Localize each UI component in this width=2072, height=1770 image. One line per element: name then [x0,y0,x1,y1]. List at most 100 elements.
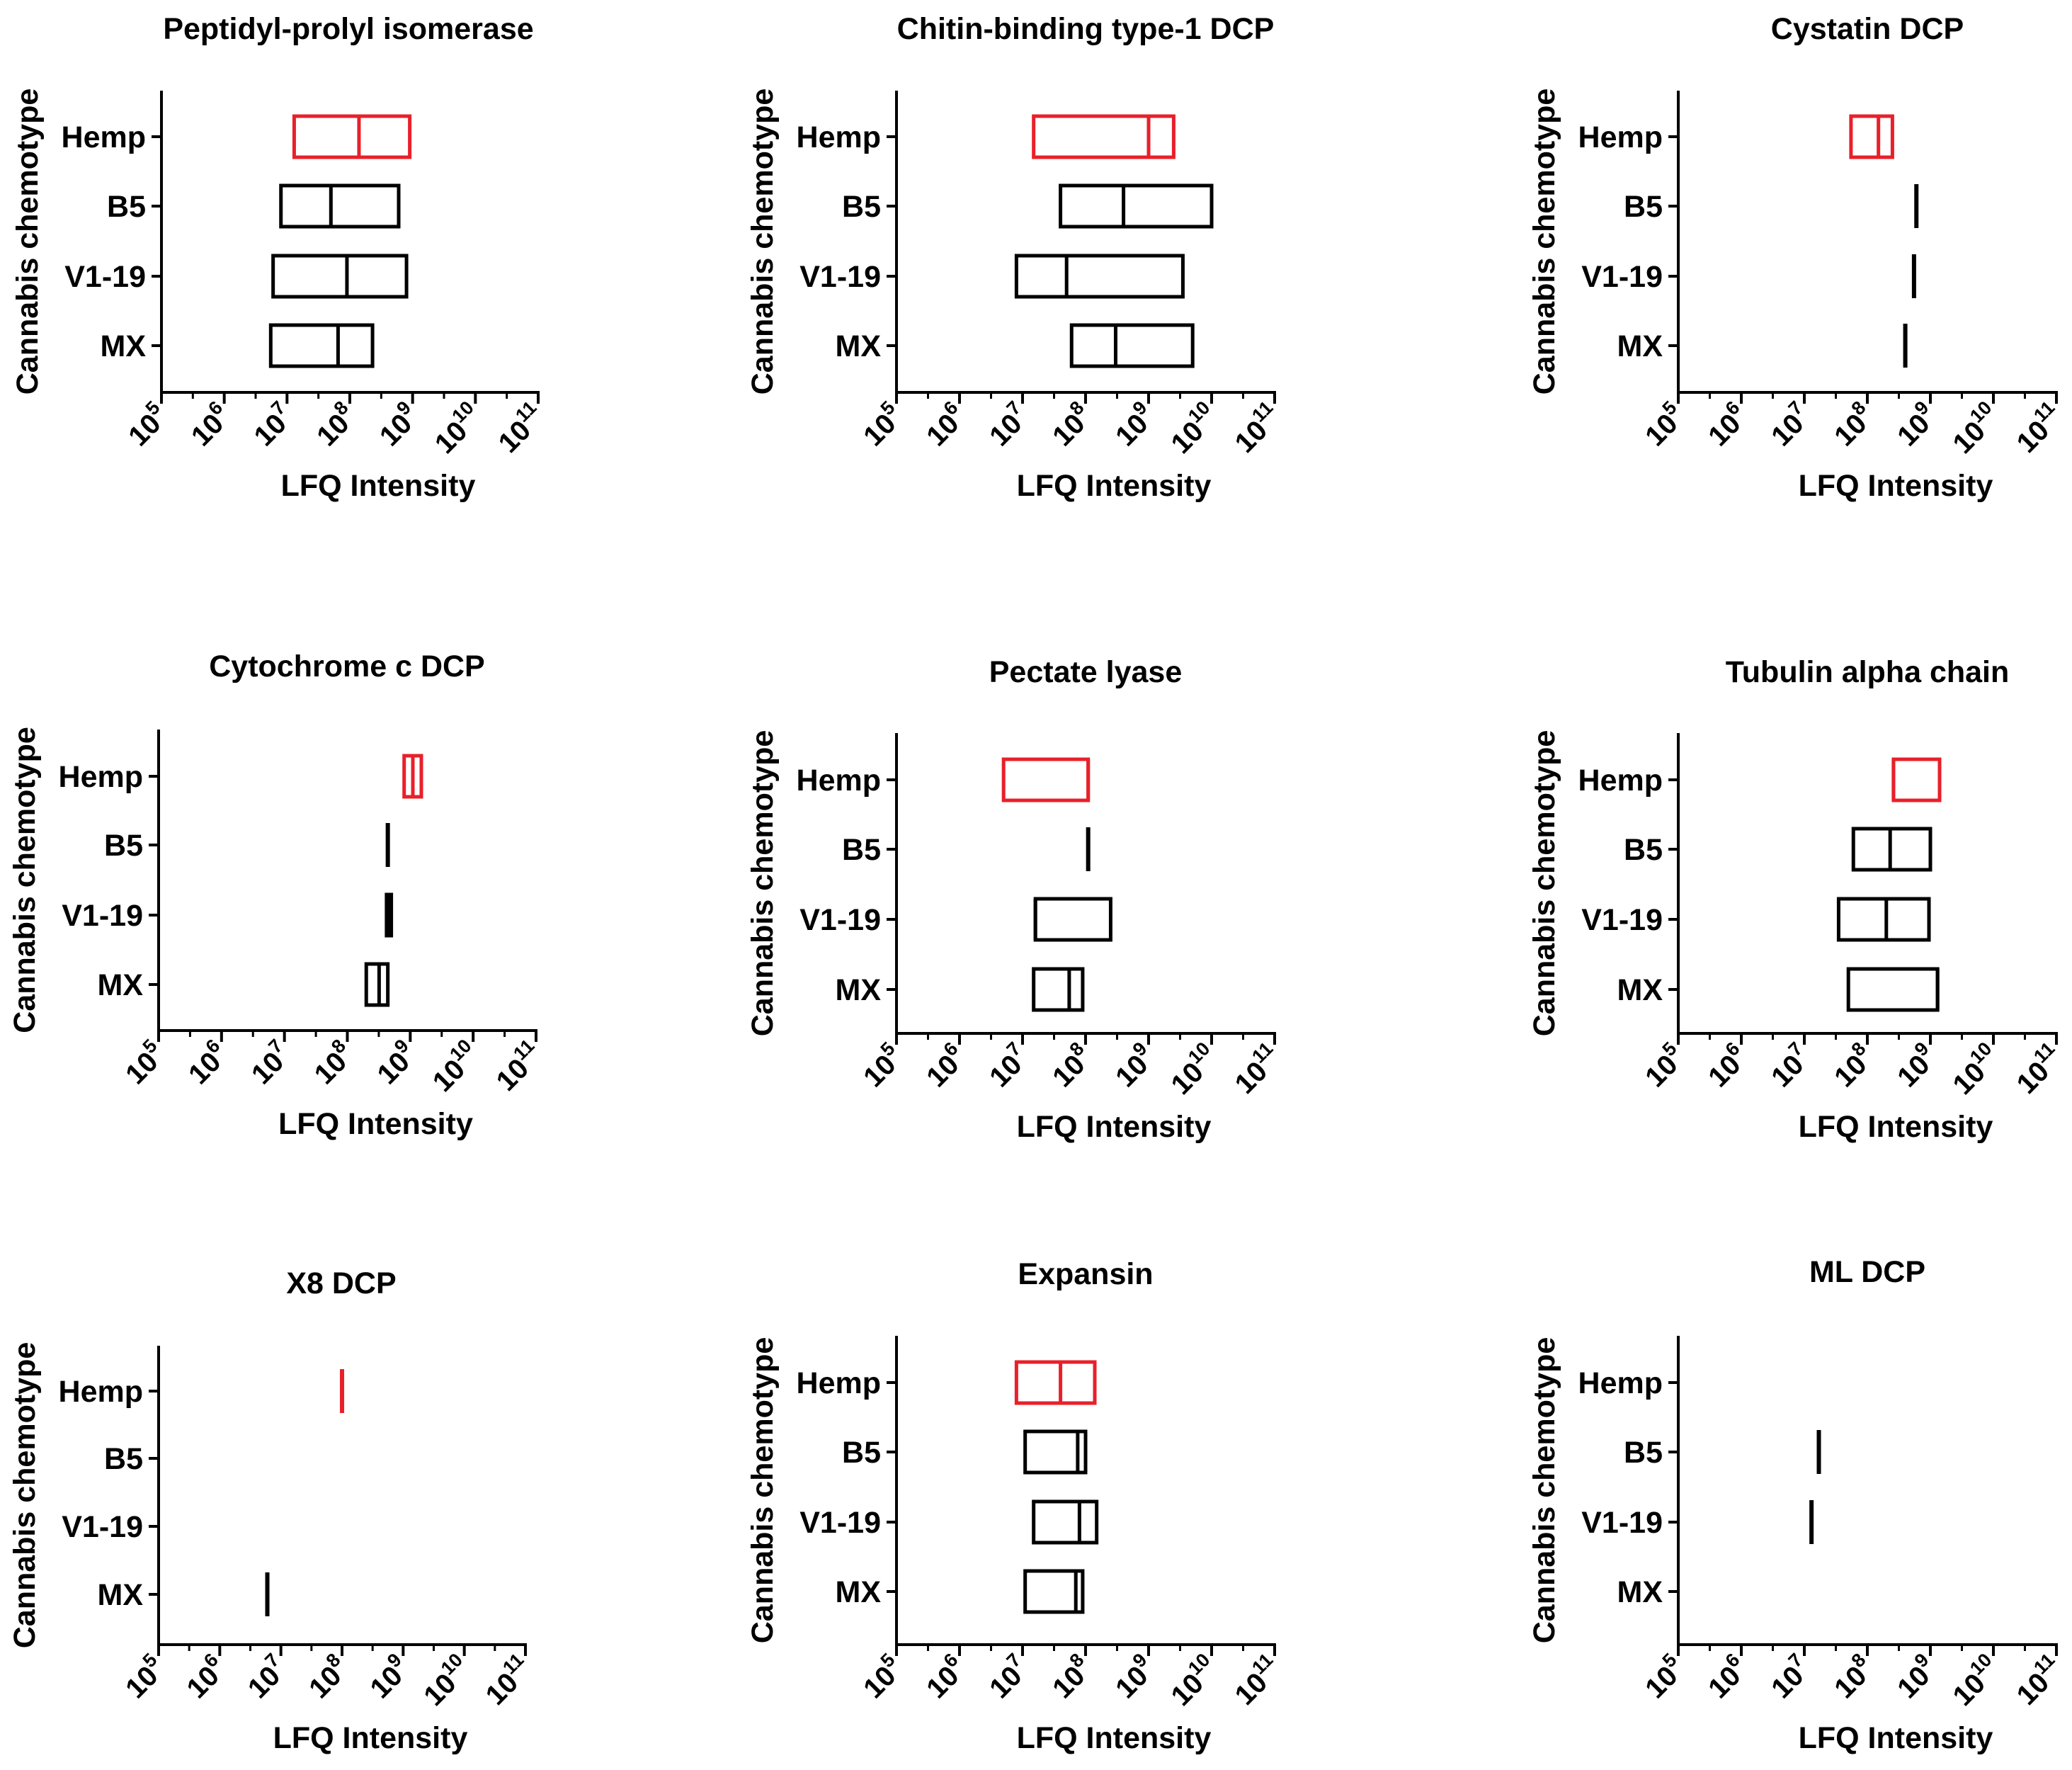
y-axis-label: Cannabis chemotype [746,730,780,1037]
category-label: B5 [1624,190,1663,224]
y-axis-label: Cannabis chemotype [746,1337,780,1644]
x-tick-label: 106 [179,1035,234,1090]
category-label: V1-19 [799,903,881,937]
category-label: B5 [104,829,143,863]
box-b5 [1059,183,1214,229]
box-hemp [292,114,412,159]
category-label: Hemp [1578,764,1663,798]
x-axis-label: LFQ Intensity [1017,469,1212,503]
x-tick-label: 108 [1825,397,1880,452]
box-hemp [1891,757,1942,802]
x-tick-label: 105 [1636,1649,1691,1704]
category-label: B5 [842,190,881,224]
x-tick-label: 107 [239,1649,294,1704]
x-tick-label: 1011 [487,1035,550,1097]
x-tick-label: 106 [1699,1038,1754,1093]
x-tick-label: 109 [1106,1038,1161,1093]
category-label: Hemp [797,120,881,154]
chart-panel: Cystatin DCP Cannabis chemotype Hemp B5 V1-1… [1527,12,2070,503]
box-mx [364,962,390,1007]
chart-title: Cystatin DCP [1771,12,1964,46]
chart-panel: Chitin-binding type-1 DCP Cannabis chemot… [746,12,1288,503]
category-label: V1-19 [62,899,143,933]
x-tick-label: 1010 [1944,397,2007,460]
category-label: MX [1617,1575,1663,1609]
category-label: B5 [842,833,881,867]
category-label: V1-19 [1581,903,1663,937]
category-label: Hemp [62,120,146,154]
x-axis-label: LFQ Intensity [1799,1721,1993,1755]
category-label: Hemp [1578,1366,1663,1400]
box-mx [268,323,375,368]
x-tick-label: 1011 [2008,1649,2070,1711]
category-label: V1-19 [64,260,146,294]
x-tick-label: 1010 [414,1649,477,1712]
box-v1-19 [1014,254,1185,299]
category-label: B5 [104,1442,143,1476]
category-label: MX [836,1575,882,1609]
x-tick-label: 108 [1825,1649,1880,1704]
x-tick-label: 108 [1043,397,1098,452]
x-tick-label: 105 [1636,397,1691,452]
category-label: B5 [842,1436,881,1470]
y-axis-label: Cannabis chemotype [746,89,780,395]
category-label: V1-19 [799,260,881,294]
x-tick-label: 106 [1699,397,1754,452]
chart-panel: ML DCP Cannabis chemotype Hemp B5 V1-19 MX 105… [1527,1255,2070,1755]
box-hemp [1032,114,1176,159]
y-axis-label: Cannabis chemotype [8,727,42,1033]
chart-title: ML DCP [1809,1255,1925,1289]
x-tick-label: 108 [305,1035,360,1090]
box-mx [1846,967,1940,1012]
category-label: Hemp [1578,120,1663,154]
x-tick-label: 105 [854,397,909,452]
x-tick-label: 109 [368,1035,423,1090]
x-tick-label: 107 [980,1649,1035,1704]
x-axis-label: LFQ Intensity [1799,469,1993,503]
x-tick-label: 107 [980,397,1035,452]
x-tick-label: 106 [182,397,237,452]
x-tick-label: 106 [917,1649,972,1704]
x-tick-label: 105 [116,1649,171,1704]
x-tick-label: 107 [1762,397,1817,452]
box-b5 [1023,1429,1088,1475]
x-tick-label: 1011 [1226,397,1288,459]
category-label: B5 [1624,1436,1663,1470]
x-tick-label: 1010 [1944,1038,2007,1101]
category-label: Hemp [797,1366,881,1400]
x-tick-label: 107 [1762,1649,1817,1704]
x-tick-label: 1010 [1162,1649,1225,1712]
chart-title: Chitin-binding type-1 DCP [897,12,1275,46]
x-tick-label: 1011 [477,1649,539,1711]
x-tick-label: 105 [854,1649,909,1704]
x-tick-label: 108 [1043,1038,1098,1093]
chart-title: Pectate lyase [989,655,1183,689]
chart-title: Peptidyl-prolyl isomerase [163,12,533,46]
x-tick-label: 105 [854,1038,909,1093]
category-label: V1-19 [799,1506,881,1540]
category-label: MX [1617,329,1663,363]
x-axis-label: LFQ Intensity [273,1721,468,1755]
category-label: B5 [1624,833,1663,867]
chart-panel: Cytochrome c DCP Cannabis chemotype Hemp B5… [8,649,550,1141]
chart-panel: Tubulin alpha chain Cannabis chemotype Hem… [1527,655,2070,1144]
box-hemp [1849,114,1894,159]
x-tick-label: 1011 [2008,397,2070,459]
category-label: MX [98,968,144,1002]
x-tick-label: 108 [307,397,363,452]
x-tick-label: 1010 [1944,1649,2007,1712]
chart-title: Cytochrome c DCP [209,649,484,683]
x-tick-label: 1011 [2008,1038,2070,1100]
chart-title: Expansin [1018,1257,1153,1291]
box-b5 [279,183,401,229]
x-axis-label: LFQ Intensity [1017,1721,1212,1755]
box-mx [1032,967,1085,1012]
x-tick-label: 108 [1825,1038,1880,1093]
x-tick-label: 106 [178,1649,233,1704]
y-axis-label: Cannabis chemotype [1527,89,1561,395]
x-tick-label: 1011 [1226,1649,1288,1711]
x-tick-label: 1011 [489,397,552,459]
x-tick-label: 1010 [423,1035,486,1098]
x-tick-label: 109 [1888,1649,1943,1704]
